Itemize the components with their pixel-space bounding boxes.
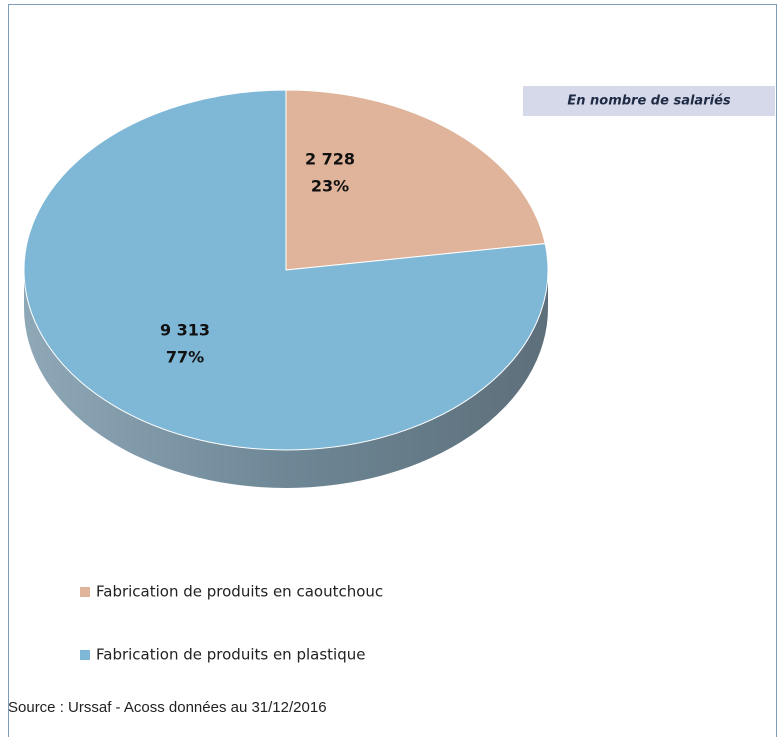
pie-side [24, 270, 548, 488]
value-label: 2 728 [305, 150, 355, 169]
value-label: 9 313 [160, 321, 210, 340]
annotation-box [523, 86, 775, 116]
pie-slice [285, 89, 546, 271]
percent-label: 77% [166, 348, 204, 367]
legend-swatch [80, 650, 90, 660]
percent-label: 23% [311, 177, 349, 196]
pie-slice [23, 89, 549, 451]
frame [8, 4, 777, 737]
legend-label: Fabrication de produits en caoutchouc [96, 583, 383, 601]
legend-label: Fabrication de produits en plastique [96, 646, 365, 664]
source: Source : Urssaf - Acoss données au 31/12… [8, 699, 327, 716]
annotation: En nombre de salariés [567, 94, 731, 109]
legend: Fabrication de produits en caoutchouc Fab… [80, 583, 383, 664]
pie [23, 89, 549, 488]
legend-swatch [80, 587, 90, 597]
